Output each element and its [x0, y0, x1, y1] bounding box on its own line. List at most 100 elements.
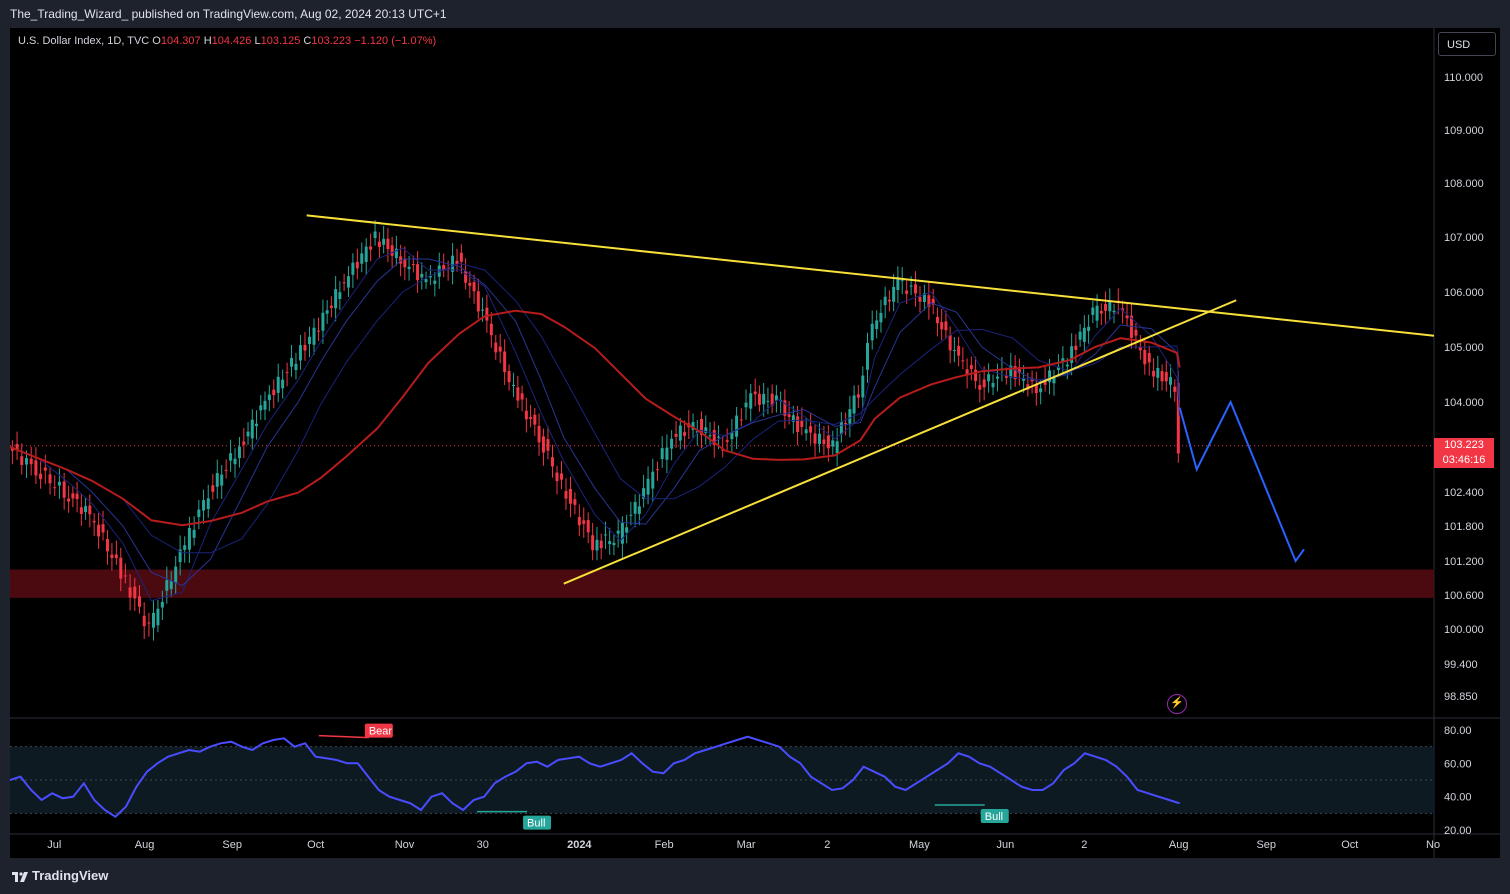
y-tick-label: 107.000 — [1444, 232, 1484, 244]
x-tick-label: 2 — [1081, 839, 1087, 851]
x-tick-label: Aug — [1169, 839, 1189, 851]
candle-body — [321, 312, 325, 331]
candle-body — [307, 336, 311, 344]
candle-body — [629, 514, 633, 516]
candle-body — [642, 488, 646, 499]
projection-arrow — [1178, 399, 1305, 564]
candle-body — [918, 296, 922, 302]
candle-body — [123, 575, 127, 577]
candle-body — [1091, 307, 1095, 315]
candle-body — [1169, 377, 1173, 385]
candle-body — [369, 246, 373, 250]
candle-body — [62, 481, 66, 498]
candle-body — [546, 439, 550, 451]
candle-body — [900, 280, 904, 282]
y-tick-label: 106.000 — [1444, 287, 1484, 299]
candle-body — [329, 305, 333, 308]
candle-body — [242, 441, 246, 445]
open-value: 104.307 — [160, 35, 201, 47]
x-tick-label: 2 — [824, 839, 830, 851]
candle-body — [489, 323, 493, 336]
publisher-bar: The_Trading_Wizard_ published on Trading… — [0, 0, 1510, 28]
candle-body — [285, 372, 289, 374]
candle-body — [987, 374, 991, 382]
open-label: O — [152, 35, 161, 47]
candle-body — [766, 400, 770, 402]
candle-body — [831, 440, 835, 447]
candle-body — [1121, 308, 1125, 311]
candle-body — [255, 423, 259, 427]
candle-body — [660, 448, 664, 460]
x-tick-label: Mar — [737, 839, 756, 851]
footer-bar: TradingView — [0, 858, 1510, 894]
candle-body — [861, 375, 865, 398]
close-value: 103.223 — [311, 35, 352, 47]
candle-body — [533, 414, 537, 425]
candle-body — [1043, 379, 1047, 385]
rsi-tick-label: 80.00 — [1444, 725, 1472, 737]
change-value: −1.120 (−1.07%) — [354, 35, 437, 47]
candle-body — [927, 295, 931, 307]
candle-body — [197, 509, 201, 518]
candle-body — [1048, 370, 1052, 383]
candle-body — [1004, 375, 1008, 378]
candle-body — [1160, 371, 1164, 382]
candle-body — [573, 499, 577, 505]
brand[interactable]: TradingView — [12, 868, 108, 883]
candle-body — [852, 395, 856, 414]
candle-body — [360, 253, 364, 264]
candle-body — [762, 393, 766, 405]
candle-body — [206, 498, 210, 510]
candle-body — [969, 365, 973, 369]
candle-body — [1156, 367, 1160, 378]
candle-body — [839, 421, 843, 435]
candle-body — [187, 528, 191, 550]
candle-body — [399, 256, 403, 264]
candle-body — [817, 433, 821, 445]
candle-body — [342, 282, 346, 284]
y-tick-label: 108.000 — [1444, 178, 1484, 190]
candle-body — [716, 436, 720, 438]
candle-body — [875, 320, 879, 330]
candle-body — [1095, 305, 1099, 321]
price-chart[interactable]: 110.000 109.000 108.000 107.000 106.000 105.0… — [10, 28, 1500, 858]
candle-body — [537, 425, 541, 443]
candle-body — [259, 405, 263, 411]
x-tick-label: 2024 — [567, 839, 592, 851]
candle-body — [237, 446, 241, 459]
candle-body — [263, 400, 267, 410]
candle-body — [464, 271, 468, 283]
candle-body — [995, 376, 999, 379]
candle-body — [459, 252, 463, 262]
candle-body — [757, 393, 761, 405]
currency-button[interactable]: USD — [1438, 32, 1496, 56]
candle-body — [114, 554, 118, 559]
candle-body — [1099, 310, 1103, 314]
candle-body — [211, 485, 215, 492]
candle-body — [15, 444, 19, 450]
candle-body — [678, 425, 682, 441]
trendline-extension — [1230, 313, 1435, 337]
candle-body — [560, 473, 564, 480]
candle-body — [92, 520, 96, 523]
candle-body — [564, 491, 568, 499]
candle-body — [844, 423, 848, 425]
divergence-badge — [364, 723, 393, 738]
candle-body — [1061, 358, 1065, 362]
candle-body — [896, 277, 900, 291]
candle-body — [67, 498, 71, 502]
candle-body — [220, 474, 224, 486]
candle-body — [1134, 329, 1138, 336]
candle-body — [272, 389, 276, 396]
candle-body — [246, 431, 250, 437]
candle-body — [670, 438, 674, 449]
lightning-icon[interactable]: ⚡ — [1167, 694, 1187, 714]
candle-body — [735, 415, 739, 437]
chart-area[interactable]: 110.000 109.000 108.000 107.000 106.000 105.0… — [10, 28, 1500, 858]
candle-body — [57, 481, 61, 486]
candle-body — [674, 433, 678, 437]
candle-body — [783, 400, 787, 416]
candle-body — [952, 350, 956, 352]
candle-body — [620, 523, 624, 544]
candle-body — [128, 587, 132, 598]
